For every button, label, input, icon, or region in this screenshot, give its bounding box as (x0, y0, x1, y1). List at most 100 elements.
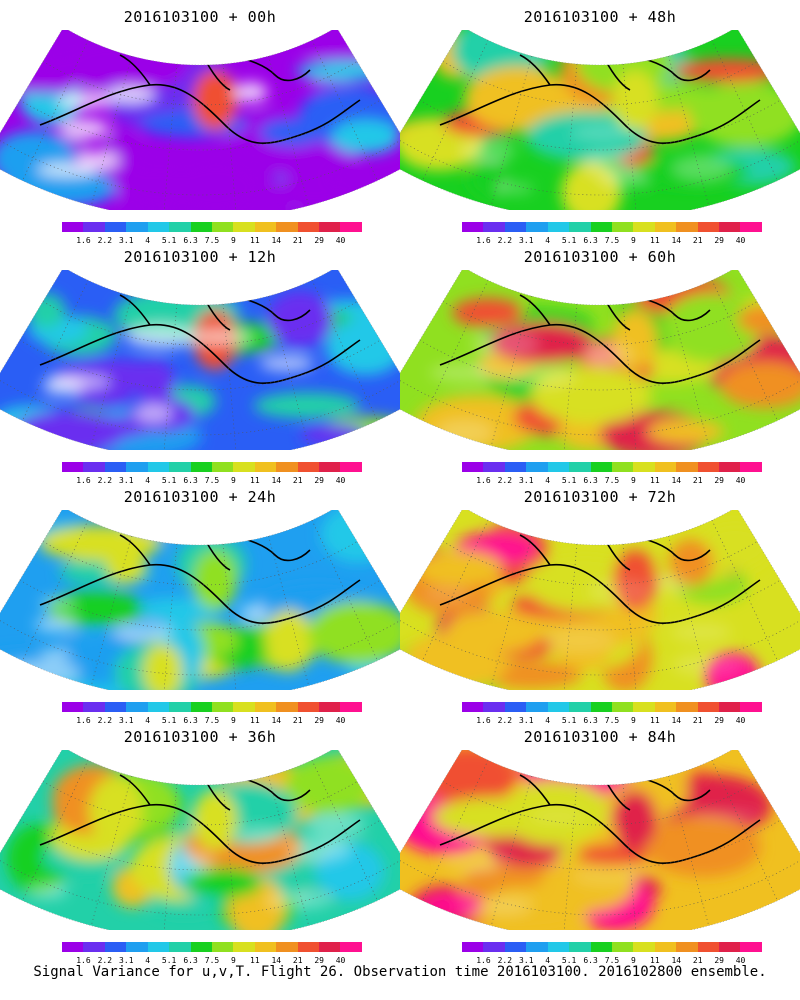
low-variance-gap (36, 163, 98, 177)
low-variance-gap (528, 810, 586, 823)
colorbar-tick-label: 5.1 (161, 956, 177, 965)
panel-title: 2016103100 + 48h (523, 8, 677, 26)
graticule-latitude (0, 858, 400, 916)
colorbar-swatch (740, 222, 762, 232)
forecast-map (0, 750, 400, 930)
colorbar-swatch (126, 702, 148, 712)
colorbar-tick-label: 1.6 (476, 236, 491, 245)
colorbar-tick-label: 4 (545, 956, 551, 965)
colorbar-tick-label: 2.2 (97, 956, 113, 965)
colorbar-swatch (211, 462, 234, 472)
low-variance-gap (1, 661, 81, 684)
coastline (39, 289, 361, 384)
colorbar-tick-label: 4 (145, 956, 151, 965)
colorbar-tick-label: 7.5 (604, 476, 620, 485)
colorbar-swatch (254, 942, 277, 952)
colorbar-swatch (697, 942, 720, 952)
low-variance-gap (77, 151, 120, 170)
low-variance-gap (42, 376, 84, 396)
variance-blob (184, 867, 262, 899)
colorbar-tick-label: 7.5 (604, 716, 620, 725)
low-variance-gap (186, 329, 253, 345)
colorbar-swatch (483, 942, 505, 952)
colorbar-tick-label: 6.3 (183, 236, 198, 245)
colorbar-swatch (233, 942, 255, 952)
panel-title: 2016103100 + 60h (523, 248, 677, 266)
variance-maximum (613, 790, 657, 850)
colorbar-swatch (233, 462, 255, 472)
colorbar-swatch (104, 702, 127, 712)
colorbar-swatch (611, 942, 634, 952)
graticule-latitude (0, 378, 400, 436)
colorbar-tick-label: 40 (735, 236, 746, 245)
colorbar (62, 462, 362, 474)
low-variance-gap (239, 603, 270, 625)
colorbar-swatch (211, 702, 234, 712)
colorbar (462, 222, 762, 234)
colorbar-swatch (483, 462, 505, 472)
colorbar-tick-label: 21 (292, 716, 303, 725)
variance-blob (445, 609, 544, 653)
colorbar-tick-label: 6.3 (583, 476, 598, 485)
colorbar-tick-label: 9 (231, 476, 236, 485)
figure-caption: Signal Variance for u,v,T. Flight 26. Ob… (33, 964, 767, 980)
colorbar-swatch (62, 702, 84, 712)
panel-title: 2016103100 + 72h (523, 488, 677, 506)
colorbar-tick-label: 9 (631, 716, 636, 725)
colorbar-tick-label: 1.6 (476, 476, 491, 485)
colorbar-swatch (319, 702, 341, 712)
coastline (39, 769, 361, 864)
colorbar-tick-label: 11 (650, 716, 660, 725)
graticule-latitude (400, 858, 800, 916)
colorbar-swatch (633, 462, 655, 472)
colorbar-tick-label: 14 (271, 956, 282, 965)
variance-blob (415, 551, 503, 586)
colorbar-tick-label: 40 (335, 476, 346, 485)
colorbar-tick-label: 40 (735, 476, 746, 485)
colorbar-tick-label: 6.3 (583, 236, 598, 245)
colorbar-swatch (190, 222, 212, 232)
colorbar-tick-label: 4 (545, 236, 551, 245)
low-variance-gap (461, 139, 516, 164)
colorbar-tick-label: 21 (692, 716, 703, 725)
low-variance-gap (286, 835, 351, 862)
graticule-latitude (0, 618, 400, 676)
colorbar-ticks: 1.6 2.2 3.1 4 5.1 6.3 7.5 9 11 14 21 29 40 (455, 476, 765, 488)
colorbar-swatch (504, 942, 527, 952)
colorbar-tick-label: 5.1 (561, 956, 577, 965)
colorbar-swatch (740, 462, 762, 472)
colorbar-tick-label: 2.2 (497, 716, 513, 725)
colorbar-swatch (190, 942, 212, 952)
colorbar-swatch (126, 462, 148, 472)
colorbar-swatch (254, 462, 277, 472)
colorbar-swatch (233, 222, 255, 232)
colorbar-swatch (719, 222, 741, 232)
low-variance-gap (458, 901, 531, 917)
colorbar-tick-label: 21 (292, 236, 303, 245)
colorbar (62, 222, 362, 234)
colorbar-tick-label: 9 (231, 236, 236, 245)
graticule-latitude (42, 541, 358, 586)
low-variance-gap (442, 847, 511, 872)
colorbar-swatch (462, 222, 484, 232)
colorbar-swatch (504, 222, 527, 232)
graticule-latitude (42, 61, 358, 106)
colorbar (62, 942, 362, 954)
colorbar-tick-label: 21 (692, 476, 703, 485)
colorbar-swatch (569, 702, 591, 712)
variance-blob (464, 66, 571, 132)
colorbar-swatch (633, 942, 655, 952)
colorbar-tick-label: 29 (714, 716, 724, 725)
colorbar-swatch (547, 222, 570, 232)
colorbar-swatch (190, 702, 212, 712)
variance-blob (88, 776, 143, 845)
colorbar-tick-label: 4 (145, 716, 151, 725)
colorbar-tick-label: 9 (631, 236, 636, 245)
colorbar (462, 942, 762, 954)
colorbar-tick-label: 1.6 (476, 956, 491, 965)
colorbar-tick-label: 3.1 (519, 476, 534, 485)
colorbar-tick-label: 1.6 (76, 956, 91, 965)
colorbar-tick-label: 29 (314, 956, 324, 965)
low-variance-gap (572, 865, 649, 887)
coastline (39, 49, 361, 144)
